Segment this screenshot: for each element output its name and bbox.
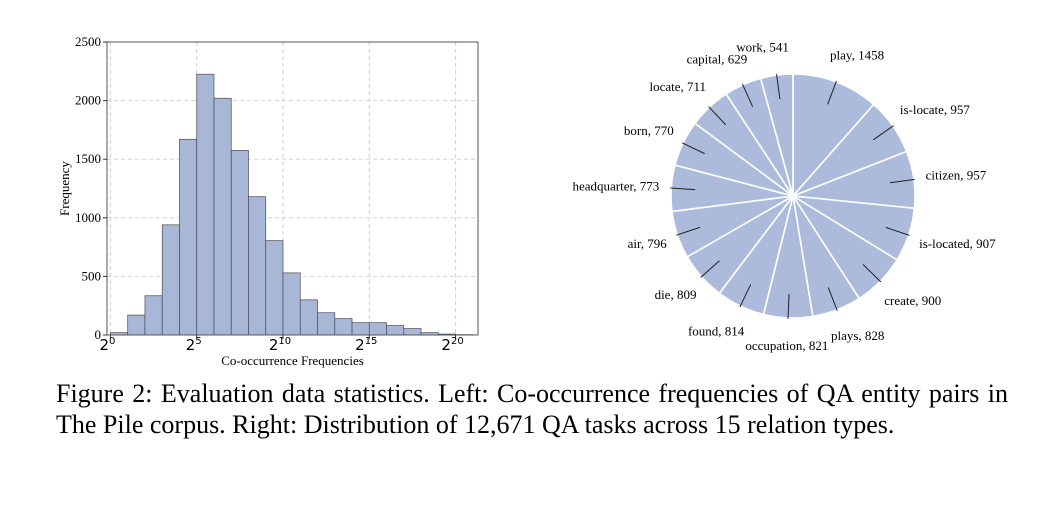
pie-label-die: die, 809 xyxy=(655,287,697,302)
histogram-bar-14 xyxy=(351,322,370,336)
histogram-bar-10 xyxy=(282,272,301,336)
pie-label-air: air, 796 xyxy=(628,236,668,251)
pie-chart: play, 1458 is-locate, 957 citizen, 957 is-l… xyxy=(572,39,996,353)
figure-caption: Figure 2: Evaluation data statistics. Le… xyxy=(56,379,1008,439)
pie-leader-create xyxy=(862,264,882,283)
pie-leader-die xyxy=(700,260,720,278)
pie-leader-citizen xyxy=(890,178,915,184)
histogram-y-ticks: 0 500 1000 1500 2000 2500 xyxy=(75,34,107,342)
pie-label-is-locate: is-locate, 957 xyxy=(900,102,971,117)
x-tick-base: 2 xyxy=(99,336,109,354)
pie-leader-lines xyxy=(670,74,915,319)
pie-label-play: play, 1458 xyxy=(830,48,884,63)
x-tick-base: 2 xyxy=(441,336,451,354)
pie-leader-is-locate xyxy=(873,125,895,141)
pie-leader-work xyxy=(776,74,781,99)
pie-label-born: born, 770 xyxy=(624,123,674,138)
histogram-bar-2 xyxy=(144,295,163,336)
histogram-bar-17 xyxy=(403,328,422,336)
y-axis-title: Frequency xyxy=(57,161,72,216)
pie-label-create: create, 900 xyxy=(884,293,941,308)
histogram-x-ticks: 20 25 210 215 220 xyxy=(99,335,464,354)
histogram-bar-8 xyxy=(248,196,267,336)
histogram-bar-5 xyxy=(196,73,215,336)
pie-leader-born xyxy=(681,142,705,155)
histogram-bar-6 xyxy=(213,97,232,336)
histogram-bar-12 xyxy=(317,312,336,336)
histogram-bar-11 xyxy=(299,299,318,336)
x-tick-base: 2 xyxy=(269,336,279,354)
y-tick-label-1000: 1000 xyxy=(75,210,101,225)
x-tick-label-2-pow-15: 215 xyxy=(355,336,377,354)
x-tick-exponent: 0 xyxy=(109,336,115,347)
pie-leader-occupation xyxy=(787,293,790,319)
pie-leader-locate xyxy=(708,106,727,126)
x-tick-base: 2 xyxy=(355,336,365,354)
pie-leader-air xyxy=(676,226,701,236)
histogram-bar-7 xyxy=(230,150,249,336)
x-axis-title: Co-occurrence Frequencies xyxy=(221,353,364,368)
x-tick-exponent: 15 xyxy=(365,336,378,347)
pie-leader-found xyxy=(739,284,752,308)
x-tick-label-2-pow-10: 210 xyxy=(269,336,291,354)
pie-label-locate: locate, 711 xyxy=(649,79,706,94)
y-tick-label-500: 500 xyxy=(82,268,102,283)
pie-label-occupation: occupation, 821 xyxy=(745,338,828,353)
pie-label-found: found, 814 xyxy=(688,323,745,338)
y-tick-label-1500: 1500 xyxy=(75,151,101,166)
histogram-bar-1 xyxy=(127,314,146,336)
pie-leader-plays xyxy=(827,287,838,311)
histogram-bars xyxy=(110,73,474,336)
pie-label-is-located: is-located, 907 xyxy=(919,236,996,251)
x-tick-label-2-pow-20: 220 xyxy=(441,336,463,354)
pie-slices xyxy=(670,73,916,319)
pie-label-headquarter: headquarter, 773 xyxy=(572,178,659,193)
x-tick-base: 2 xyxy=(186,336,196,354)
x-tick-label-2-pow-0: 20 xyxy=(99,336,115,354)
x-tick-exponent: 20 xyxy=(451,336,464,347)
pie-label-plays: plays, 828 xyxy=(831,328,884,343)
pie-labels: play, 1458 is-locate, 957 citizen, 957 is-l… xyxy=(572,39,996,353)
y-tick-label-2500: 2500 xyxy=(75,34,101,49)
pie-label-capital: capital, 629 xyxy=(687,51,748,66)
pie-leader-is-located xyxy=(885,226,910,236)
histogram-bar-16 xyxy=(386,325,405,336)
y-tick-label-0: 0 xyxy=(95,327,102,342)
x-tick-exponent: 10 xyxy=(278,336,291,347)
y-tick-label-2000: 2000 xyxy=(75,93,101,108)
histogram-bar-3 xyxy=(161,224,180,336)
histogram-bar-15 xyxy=(368,322,387,336)
x-tick-label-2-pow-5: 25 xyxy=(186,336,202,354)
pie-leader-headquarter xyxy=(670,187,696,191)
pie-leader-play xyxy=(827,80,837,105)
pie-label-citizen: citizen, 957 xyxy=(926,168,987,183)
histogram-bar-9 xyxy=(265,240,284,336)
histogram-bar-4 xyxy=(179,138,198,336)
pie-label-work: work, 541 xyxy=(736,39,789,54)
pie-leader-capital xyxy=(741,83,754,107)
histogram-bar-13 xyxy=(334,318,353,336)
x-tick-exponent: 5 xyxy=(195,336,201,347)
histogram-plot-frame xyxy=(106,41,479,336)
